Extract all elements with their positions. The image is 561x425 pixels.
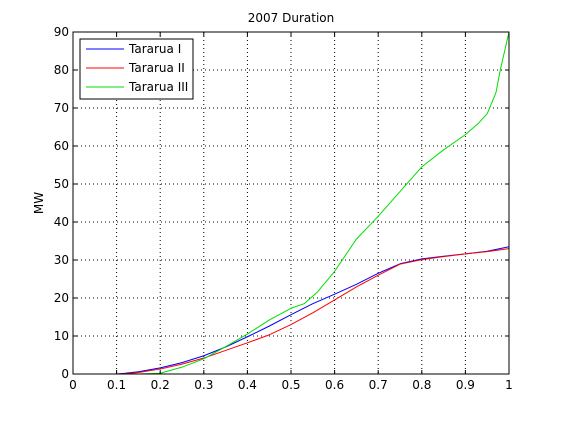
x-tick-label: 1 bbox=[505, 378, 513, 392]
y-tick-label: 50 bbox=[54, 177, 69, 191]
x-tick-label: 0.3 bbox=[194, 378, 213, 392]
x-tick-labels: 0 0.1 0.2 0.3 0.4 0.5 0.6 0.7 0.8 0.9 1 bbox=[69, 378, 513, 392]
x-tick-label: 0.1 bbox=[107, 378, 126, 392]
series-line-3 bbox=[138, 31, 510, 375]
series-line-2 bbox=[116, 248, 510, 375]
legend-label-1: Tararua I bbox=[128, 42, 181, 56]
legend-label-3: Tararua III bbox=[128, 80, 188, 94]
y-tick-label: 90 bbox=[54, 25, 69, 39]
y-axis-label: MW bbox=[32, 192, 46, 214]
x-tick-label: 0.8 bbox=[412, 378, 431, 392]
ticks bbox=[72, 31, 510, 375]
series-lines bbox=[116, 31, 510, 375]
x-tick-label: 0.5 bbox=[281, 378, 300, 392]
y-tick-label: 10 bbox=[54, 329, 69, 343]
x-tick-label: 0.6 bbox=[325, 378, 344, 392]
y-tick-labels: 0 10 20 30 40 50 60 70 80 90 bbox=[54, 25, 69, 381]
y-tick-label: 30 bbox=[54, 253, 69, 267]
x-tick-label: 0.9 bbox=[456, 378, 475, 392]
x-tick-label: 0.2 bbox=[151, 378, 170, 392]
y-tick-label: 40 bbox=[54, 215, 69, 229]
x-tick-label: 0.4 bbox=[238, 378, 257, 392]
y-tick-label: 60 bbox=[54, 139, 69, 153]
legend-label-2: Tararua II bbox=[128, 61, 185, 75]
x-tick-label: 0.7 bbox=[369, 378, 388, 392]
y-tick-label: 0 bbox=[61, 367, 69, 381]
y-tick-label: 20 bbox=[54, 291, 69, 305]
x-tick-label: 0 bbox=[69, 378, 77, 392]
y-tick-label: 80 bbox=[54, 63, 69, 77]
y-tick-label: 70 bbox=[54, 101, 69, 115]
chart-title: 2007 Duration bbox=[248, 11, 334, 25]
legend: Tararua I Tararua II Tararua III bbox=[79, 38, 194, 100]
